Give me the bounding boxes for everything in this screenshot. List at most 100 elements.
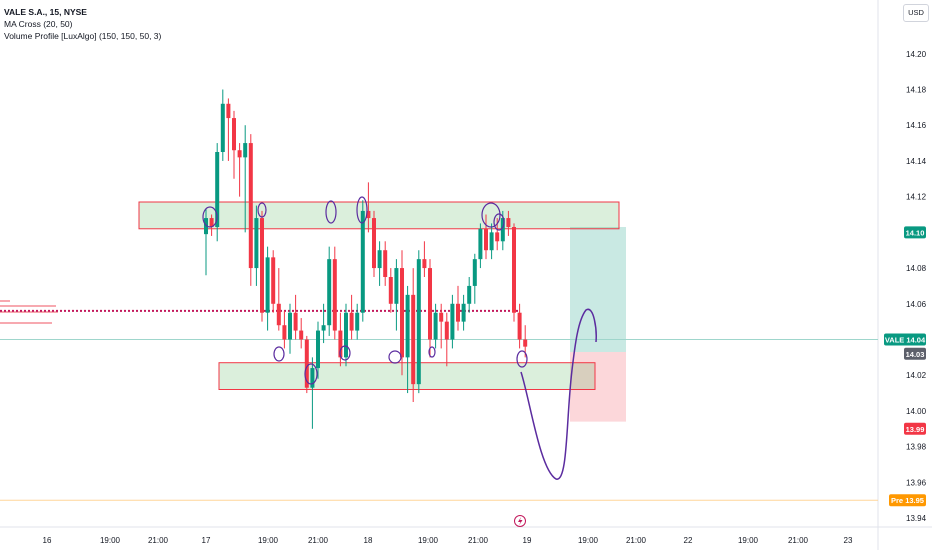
candle — [512, 223, 516, 322]
candle — [372, 210, 376, 277]
candle-body — [204, 218, 208, 235]
candle — [422, 241, 427, 277]
candle-body — [293, 312, 298, 331]
candle-body — [276, 303, 281, 326]
candle — [428, 259, 432, 358]
time-tick-label: 18 — [364, 536, 373, 545]
candle-body — [484, 228, 488, 251]
candle — [394, 259, 399, 331]
candle-body — [366, 210, 371, 219]
candle-body — [377, 250, 382, 269]
candle — [360, 200, 365, 322]
hand-drawn-circle — [481, 202, 501, 228]
candle-body — [243, 143, 248, 158]
price-label-3: 13.99 — [904, 422, 926, 435]
candle-body — [360, 210, 365, 313]
price-label-text: 14.03 — [906, 350, 925, 359]
price-label-bg — [889, 494, 926, 507]
support-zone — [218, 362, 596, 391]
time-tick-label: 19:00 — [738, 536, 759, 545]
chart-legend: VALE S.A., 15, NYSE MA Cross (20, 50) Vo… — [4, 6, 161, 42]
candle — [226, 98, 231, 161]
time-tick-label: 19 — [523, 536, 532, 545]
candle — [276, 268, 281, 331]
candle — [383, 241, 388, 286]
candle-body — [338, 330, 343, 358]
candle — [411, 268, 416, 402]
candle — [271, 250, 276, 313]
price-label-bg — [884, 333, 926, 346]
candle-body — [461, 303, 466, 322]
symbol-title: VALE S.A., 15, NYSE — [4, 7, 87, 17]
candle-body — [282, 325, 287, 340]
hand-drawn-projection-path — [520, 308, 597, 480]
currency-button[interactable]: USD — [903, 4, 929, 22]
candle — [366, 182, 371, 233]
candle — [388, 268, 393, 313]
candle — [444, 312, 449, 367]
candle — [248, 134, 253, 286]
price-label-text: VALE 14.04 — [885, 336, 926, 345]
candle — [304, 335, 309, 394]
hand-drawn-circle — [273, 346, 285, 362]
candle-body — [506, 218, 511, 227]
indicator-volume-profile[interactable]: Volume Profile [LuxAlgo] (150, 150, 50, … — [4, 31, 162, 41]
volume-profile-bar — [0, 322, 52, 324]
time-tick-label: 19:00 — [100, 536, 121, 545]
indicator-ma-cross[interactable]: MA Cross (20, 50) — [4, 19, 73, 29]
candle-body — [254, 218, 259, 269]
candle-body — [232, 118, 236, 151]
price-tick-label: 13.94 — [906, 514, 927, 523]
time-tick-label: 21:00 — [148, 536, 169, 545]
candle — [293, 294, 298, 340]
candle-body — [422, 259, 427, 269]
candle — [484, 214, 488, 260]
candle — [489, 223, 494, 260]
candle — [405, 285, 410, 394]
candle — [260, 210, 264, 322]
price-label-text: Pre 13.95 — [891, 496, 924, 505]
position-stop-zone — [570, 352, 626, 422]
candle-body — [226, 103, 231, 119]
candle-body — [327, 259, 332, 326]
candle-body — [433, 312, 438, 340]
candle — [321, 303, 326, 344]
candle-body — [310, 368, 315, 388]
candle-body — [299, 330, 304, 340]
candle-body — [456, 303, 460, 322]
candle-body — [288, 312, 292, 340]
candle-body — [444, 321, 449, 340]
candle-body — [495, 232, 500, 242]
price-label-4: Pre 13.95 — [889, 494, 926, 507]
candle — [355, 303, 360, 340]
candle — [344, 303, 348, 367]
candle — [316, 321, 320, 379]
candle-body — [260, 218, 264, 313]
time-tick-label: 16 — [43, 536, 52, 545]
candle-body — [248, 143, 253, 269]
candle-body — [209, 218, 214, 227]
candle — [467, 277, 472, 313]
candle-body — [500, 218, 505, 242]
time-tick-label: 22 — [684, 536, 693, 545]
hand-drawn-circle — [516, 350, 528, 368]
candle — [517, 303, 522, 349]
candle-body — [355, 312, 360, 331]
candle-body — [349, 312, 354, 331]
candle — [220, 89, 225, 161]
candle — [310, 357, 315, 429]
candle-body — [489, 232, 494, 251]
hand-drawn-circle — [325, 200, 337, 224]
candle — [472, 253, 477, 304]
hand-drawn-circle — [257, 202, 267, 218]
candle-body — [344, 312, 348, 358]
candle — [478, 223, 483, 269]
candle — [506, 210, 511, 236]
volume-profile-bar — [0, 311, 58, 313]
candle-body — [321, 325, 326, 331]
candle — [400, 250, 404, 376]
lightning-glyph — [518, 517, 523, 526]
time-tick-label: 21:00 — [468, 536, 489, 545]
candle — [265, 246, 270, 331]
